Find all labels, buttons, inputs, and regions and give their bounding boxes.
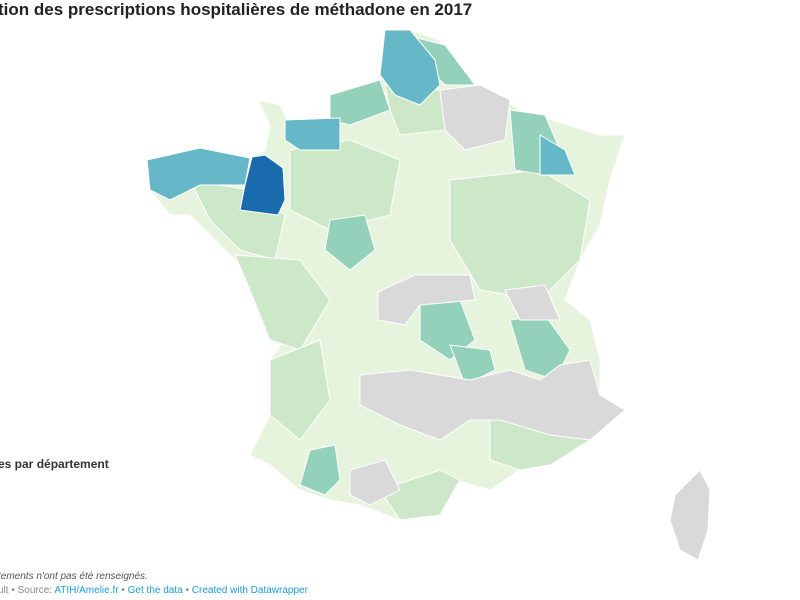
region-no-data (439, 84, 511, 151)
region-no-data (359, 359, 626, 441)
corsica (669, 469, 711, 561)
region-level2 (289, 139, 401, 231)
legend-title: es par département (0, 457, 109, 471)
separator: • (118, 585, 128, 596)
region-no-data (349, 459, 401, 506)
separator: • (182, 585, 192, 596)
get-data-link[interactable]: Get the data (127, 585, 183, 596)
region-level3 (329, 79, 391, 126)
region-level5 (239, 154, 286, 216)
footer: ult • Source: ATIH/Amelie.fr • Get the d… (0, 585, 308, 596)
region-level3 (324, 214, 376, 271)
datawrapper-link[interactable]: Created with Datawrapper (191, 585, 308, 596)
region-no-data (377, 274, 476, 326)
region-level3 (449, 344, 496, 386)
region-level4 (379, 29, 441, 106)
source-link[interactable]: ATIH/Amelie.fr (54, 585, 119, 596)
region-level2 (269, 339, 331, 441)
footnote: tements n'ont pas été renseignés. (0, 571, 148, 582)
region-level2 (379, 469, 461, 521)
region-no-data (504, 284, 561, 321)
region-level3 (299, 444, 341, 496)
chart-title: tion des prescriptions hospitalières de … (0, 0, 473, 19)
region-level4 (146, 147, 251, 201)
region-level4 (284, 117, 341, 151)
source-label: ult • Source: (0, 585, 55, 596)
region-level4 (539, 134, 576, 176)
